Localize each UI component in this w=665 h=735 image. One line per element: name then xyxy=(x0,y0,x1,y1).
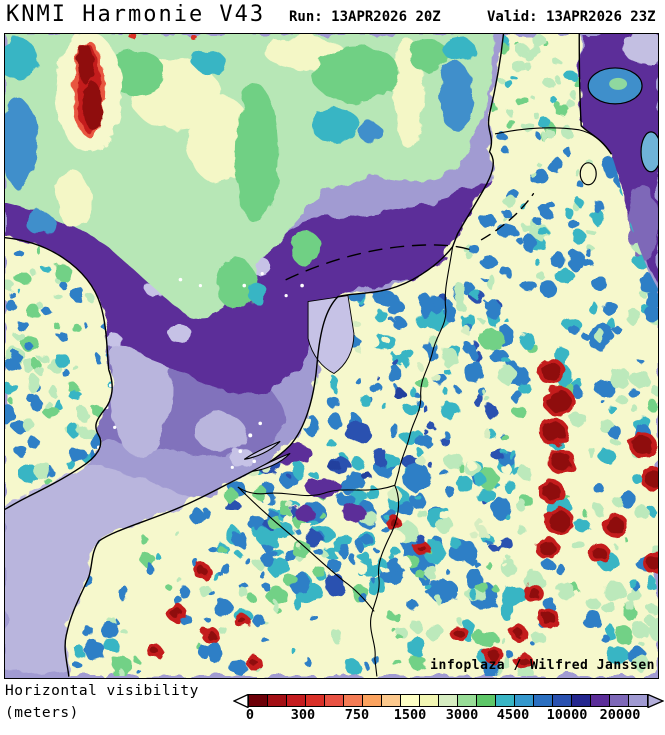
run-value: 13APR2026 20Z xyxy=(331,9,441,25)
model-title: KNMI Harmonie V43 xyxy=(6,2,266,27)
colorbar-tick: 20000 xyxy=(599,707,641,723)
legend: Horizontal visibility (meters) 0 300 750 15… xyxy=(0,680,665,735)
colorbar-tick: 1500 xyxy=(393,707,427,723)
colorbar-step xyxy=(495,694,515,707)
valid-value: 13APR2026 23Z xyxy=(546,9,656,25)
colorbar-step xyxy=(457,694,477,707)
colorbar-step xyxy=(305,694,325,707)
danish-islands xyxy=(579,67,658,186)
colorbar-tick: 4500 xyxy=(496,707,530,723)
colorbar-step xyxy=(590,694,610,707)
colorbar-tick: 3000 xyxy=(445,707,479,723)
country-borders xyxy=(237,127,612,677)
title-bar: KNMI Harmonie V43 Run: 13APR2026 20Z Val… xyxy=(0,0,665,33)
legend-title-line1: Horizontal visibility xyxy=(5,683,199,699)
colorbar-ticks: 0 300 750 1500 3000 4500 10000 20000 xyxy=(245,707,648,723)
colorbar-step xyxy=(362,694,382,707)
colorbar-tick: 300 xyxy=(290,707,316,723)
cream-speckles xyxy=(237,321,511,579)
fog-red-spot-chain xyxy=(146,358,658,671)
colorbar-step xyxy=(267,694,287,707)
colorbar-tick: 750 xyxy=(344,707,370,723)
border-nl-be xyxy=(237,484,396,497)
fog-red-blobs xyxy=(54,34,198,152)
colorbar-tick: 0 xyxy=(245,707,255,723)
colorbar-step xyxy=(533,694,553,707)
jutland-speckles xyxy=(490,34,582,142)
colorbar-step xyxy=(400,694,420,707)
continent-coastline xyxy=(64,34,505,677)
white-specks xyxy=(96,272,304,469)
uk-coastline xyxy=(5,236,113,510)
colorbar-step xyxy=(419,694,439,707)
valid-label: Valid: xyxy=(487,9,538,25)
run-timestamp: Run: 13APR2026 20Z xyxy=(289,9,441,25)
visibility-map xyxy=(5,34,658,678)
colorbar-step xyxy=(248,694,268,707)
zeeland-islands xyxy=(243,440,291,472)
colorbar-step xyxy=(476,694,496,707)
colorbar-step xyxy=(609,694,629,707)
colorbar-step xyxy=(514,694,534,707)
colorbar-step xyxy=(552,694,572,707)
run-label: Run: xyxy=(289,9,323,25)
colorbar-arrow-right xyxy=(647,694,664,708)
colorbar-step xyxy=(571,694,591,707)
border-nl-de xyxy=(394,246,454,486)
border-de-south xyxy=(370,484,400,677)
north-sea-green-band xyxy=(5,34,494,317)
colorbar-step xyxy=(286,694,306,707)
legend-title-line2: (meters) xyxy=(5,705,79,721)
valid-timestamp: Valid: 13APR2026 23Z xyxy=(487,9,656,25)
colorbar-step xyxy=(438,694,458,707)
colorbar-step xyxy=(381,694,401,707)
coastlines xyxy=(5,34,612,677)
colorbar-arrow-left xyxy=(233,694,249,708)
ijsselmeer-lake xyxy=(307,295,355,374)
colorbar-step xyxy=(343,694,363,707)
colorbar xyxy=(248,694,648,707)
german-islands xyxy=(480,193,535,241)
colorbar-tick: 10000 xyxy=(546,707,588,723)
border-dk-de xyxy=(494,127,612,155)
map-frame: infoplaza / Wilfred Janssen xyxy=(4,33,659,679)
colorbar-step xyxy=(628,694,648,707)
north-germany-speckles xyxy=(453,132,658,334)
map-attribution: infoplaza / Wilfred Janssen xyxy=(430,658,655,673)
wadden-islands xyxy=(285,244,477,281)
colorbar-step xyxy=(324,694,344,707)
border-be-fr xyxy=(237,486,375,612)
